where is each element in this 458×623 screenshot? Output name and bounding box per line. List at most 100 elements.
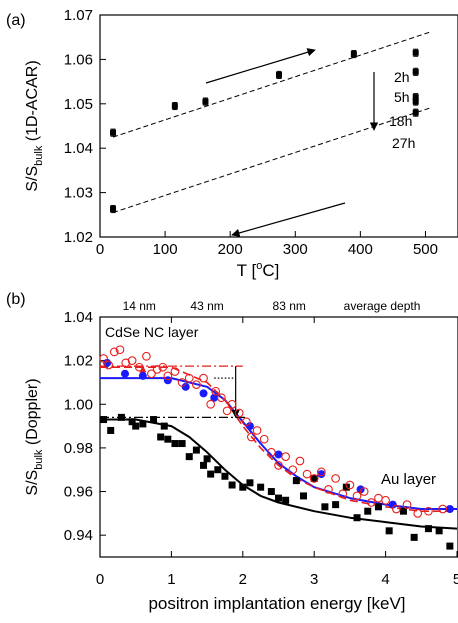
data-point xyxy=(100,416,107,423)
fit-line xyxy=(113,31,432,137)
panel-b-label: (b) xyxy=(6,291,26,308)
data-point xyxy=(275,450,283,458)
panel-a-x-axis: 0100200300400500 xyxy=(96,231,438,258)
data-point xyxy=(260,435,268,443)
x-tick-label: 5 xyxy=(453,571,458,588)
heating-arrow xyxy=(206,50,315,83)
data-point xyxy=(413,98,419,105)
data-point xyxy=(200,374,208,382)
data-point xyxy=(321,503,328,510)
panel-b-data-points xyxy=(100,346,454,550)
data-point xyxy=(172,102,178,109)
data-point xyxy=(253,427,261,435)
panel-a-label: (a) xyxy=(6,12,26,29)
panel-a: (a) 1.021.031.041.051.061.07 01002003004… xyxy=(6,7,458,280)
data-point xyxy=(436,527,443,534)
y-tick-label: 1.04 xyxy=(64,309,93,326)
data-point xyxy=(128,357,136,365)
fit-line xyxy=(113,107,432,212)
data-point xyxy=(164,376,172,384)
top-axis-label: average depth xyxy=(344,299,421,313)
y-tick-label: 1.02 xyxy=(64,229,93,246)
data-point xyxy=(110,205,116,212)
data-point xyxy=(382,496,390,504)
x-tick-label: 4 xyxy=(381,571,389,588)
data-point xyxy=(332,501,339,508)
panel-a-y-label: S/Sbulk (1D-ACAR) xyxy=(24,60,45,191)
data-point xyxy=(375,494,383,502)
data-point xyxy=(207,471,214,478)
x-tick-label: 3 xyxy=(310,571,318,588)
data-point xyxy=(171,440,178,447)
data-point xyxy=(354,514,361,521)
data-point xyxy=(164,436,171,443)
data-point xyxy=(414,510,422,518)
y-tick-label: 1.03 xyxy=(64,185,93,202)
y-tick-label: 0.98 xyxy=(64,440,93,457)
annotation-18h: 18h xyxy=(389,113,412,129)
data-point xyxy=(413,68,419,75)
panel-a-fit-lines xyxy=(113,31,432,212)
data-point xyxy=(375,503,382,510)
data-point xyxy=(150,416,157,423)
panel-b: (b) 0.940.960.981.001.021.04 012345 14 n… xyxy=(6,291,458,613)
data-point xyxy=(239,484,246,491)
y-tick-label: 0.94 xyxy=(64,527,93,544)
panel-b-y-label: S/Sbulk (Doppler) xyxy=(24,378,45,495)
x-tick-label: 200 xyxy=(218,241,243,258)
annotation-2h: 2h xyxy=(394,69,410,85)
x-tick-label: 0 xyxy=(96,241,104,258)
data-point xyxy=(157,434,164,441)
data-point xyxy=(179,440,186,447)
data-point xyxy=(351,51,357,58)
x-tick-label: 100 xyxy=(153,241,178,258)
data-point xyxy=(139,420,146,427)
data-point xyxy=(364,508,371,515)
data-point xyxy=(386,527,393,534)
panel-a-data-points xyxy=(110,49,419,212)
data-point xyxy=(161,423,168,430)
cooling-arrow xyxy=(232,203,345,235)
data-point xyxy=(413,109,419,116)
data-point xyxy=(282,497,289,504)
fit-curve xyxy=(100,378,457,509)
y-tick-label: 1.05 xyxy=(64,96,93,113)
x-tick-label: 2 xyxy=(239,571,247,588)
x-tick-label: 0 xyxy=(96,571,104,588)
x-tick-label: 500 xyxy=(413,241,438,258)
top-axis-label: 43 nm xyxy=(190,299,223,313)
data-point xyxy=(425,525,432,532)
panel-b-frame xyxy=(100,317,458,557)
data-point xyxy=(204,455,211,462)
panel-b-x-label: positron implantation energy [keV] xyxy=(148,594,405,613)
data-point xyxy=(257,484,264,491)
y-tick-label: 1.06 xyxy=(64,51,93,68)
data-point xyxy=(411,534,418,541)
data-point xyxy=(300,492,307,499)
data-point xyxy=(413,49,419,56)
data-point xyxy=(446,543,453,550)
data-point xyxy=(121,370,129,378)
data-point xyxy=(282,453,290,461)
data-point xyxy=(293,477,300,484)
data-point xyxy=(110,129,116,136)
data-point xyxy=(193,447,200,454)
annotation-au-layer: Au layer xyxy=(381,471,436,488)
data-point xyxy=(275,495,282,502)
data-point xyxy=(107,427,114,434)
data-point xyxy=(207,400,215,408)
y-tick-label: 0.96 xyxy=(64,484,93,501)
annotation-5h: 5h xyxy=(394,89,410,105)
data-point xyxy=(143,352,151,360)
annotation-27h: 27h xyxy=(392,135,415,151)
data-point xyxy=(332,475,340,483)
data-point xyxy=(139,372,147,380)
panel-a-x-label: T [oC] xyxy=(237,260,280,280)
fit-curve xyxy=(100,367,457,511)
data-point xyxy=(118,414,125,421)
data-point xyxy=(268,488,275,495)
top-axis-label: 14 nm xyxy=(123,299,156,313)
top-axis-label: 83 nm xyxy=(273,299,306,313)
y-tick-label: 1.00 xyxy=(64,396,93,413)
